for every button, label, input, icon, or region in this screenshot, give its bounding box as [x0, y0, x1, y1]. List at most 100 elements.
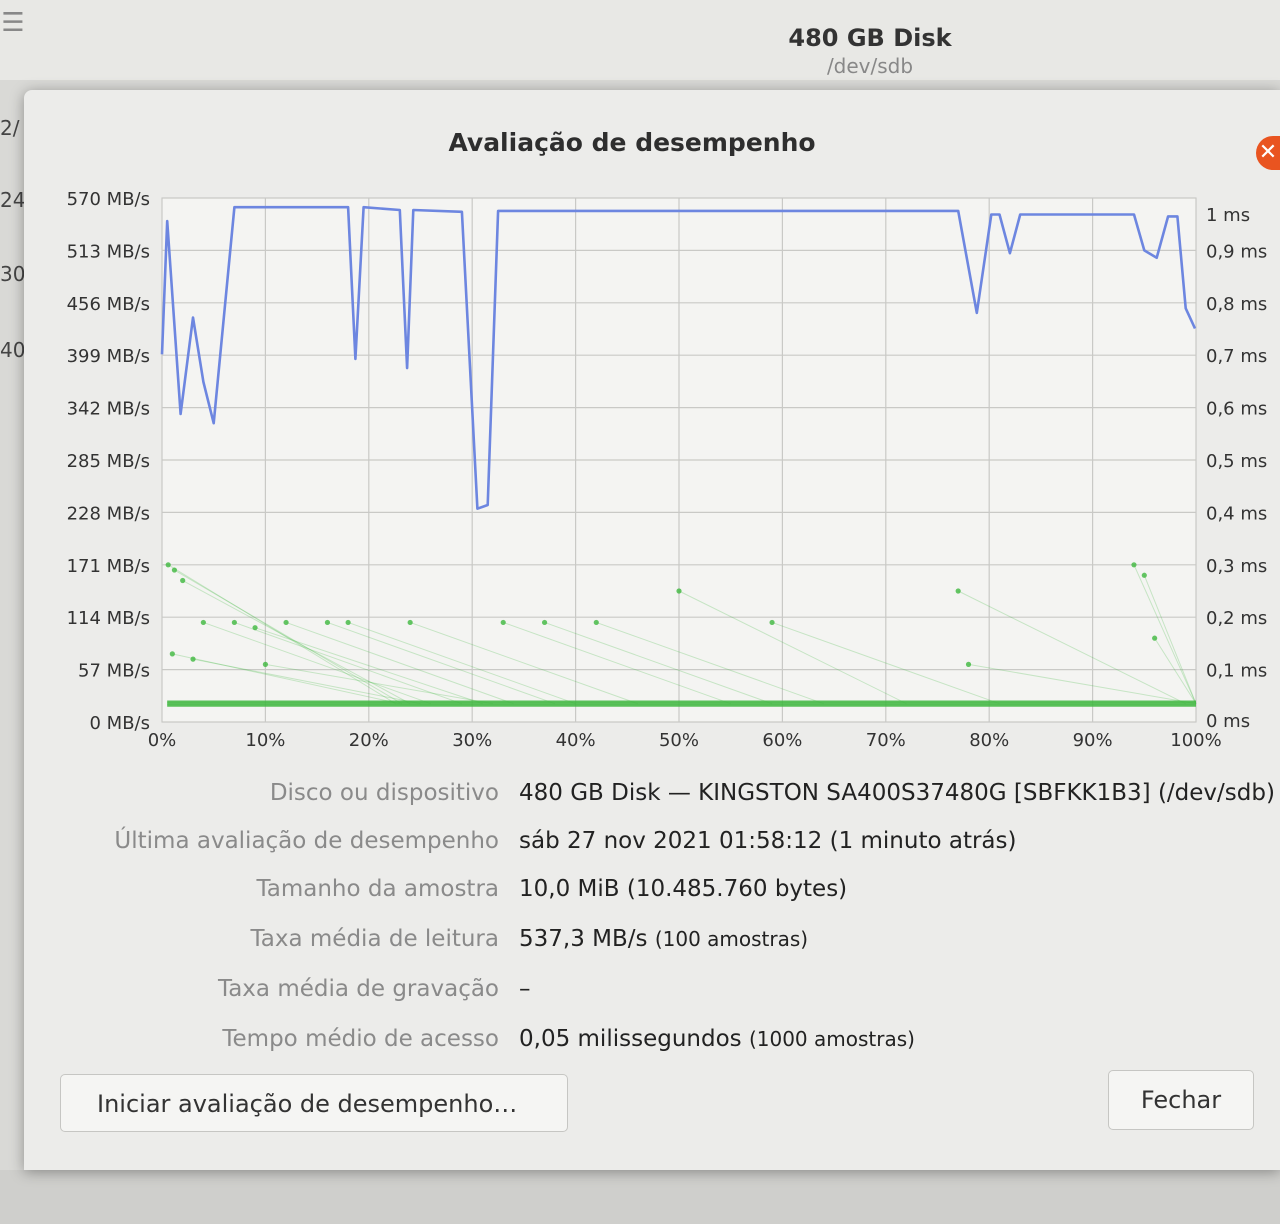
- y-left-tick-label: 456 MB/s: [67, 294, 150, 315]
- x-tick-label: 0%: [148, 730, 177, 750]
- x-tick-label: 50%: [659, 730, 699, 750]
- y-right-tick-label: 0,9 ms: [1206, 241, 1267, 262]
- access-point: [965, 661, 972, 667]
- access-point: [262, 661, 268, 667]
- access-trail: [409, 621, 638, 705]
- access-trail: [254, 627, 483, 705]
- y-left-tick-label: 570 MB/s: [67, 190, 150, 210]
- access-trail: [596, 621, 824, 705]
- read-rate-number: 537,3 MB/s: [519, 926, 655, 952]
- x-tick-label: 10%: [245, 730, 285, 750]
- access-trail: [771, 621, 1000, 705]
- y-right-tick-label: 0,5 ms: [1206, 451, 1267, 472]
- read-rate-series: [160, 205, 1197, 510]
- x-axis: 0% 10% 20% 30% 40% 50% 60% 70% 80% 90% 100%: [148, 730, 1222, 750]
- access-trail: [957, 590, 1186, 705]
- benchmark-chart: 0 MB/s 57 MB/s 114 MB/s 171 MB/s 228 MB/s 285…: [67, 190, 1268, 750]
- access-trail: [285, 621, 514, 705]
- access-point: [955, 588, 961, 594]
- x-tick-label: 70%: [866, 730, 906, 750]
- info-row-last-benchmark: Última avaliação de desempenho sáb 27 no…: [54, 828, 1274, 864]
- y-left-tick-label: 399 MB/s: [67, 346, 150, 367]
- access-time-samples: (1000 amostras): [748, 1027, 915, 1051]
- disk-title: 480 GB Disk: [788, 24, 952, 52]
- close-button[interactable]: Fechar: [1108, 1070, 1254, 1130]
- read-rate-samples: (100 amostras): [654, 927, 809, 951]
- y-left-tick-label: 228 MB/s: [67, 503, 150, 524]
- access-trail: [544, 621, 773, 705]
- access-point: [1141, 572, 1147, 578]
- access-point: [283, 619, 289, 626]
- device-value: 480 GB Disk — KINGSTON SA400S37480G [SBF…: [519, 780, 1275, 806]
- access-point: [345, 619, 351, 626]
- last-benchmark-label: Última avaliação de desempenho: [114, 828, 499, 854]
- access-trail: [1133, 564, 1197, 704]
- x-tick-label: 80%: [969, 730, 1009, 750]
- y-right-tick-label: 0,2 ms: [1206, 608, 1267, 629]
- access-trail: [234, 621, 463, 705]
- y-left-tick-label: 513 MB/s: [67, 241, 150, 262]
- access-point: [165, 562, 171, 568]
- access-time-number: 0,05 milissegundos: [519, 1026, 749, 1052]
- disk-path: /dev/sdb: [826, 54, 914, 78]
- y-left-axis: 0 MB/s 57 MB/s 114 MB/s 171 MB/s 228 MB/s 285…: [67, 190, 150, 734]
- access-point: [169, 651, 175, 657]
- y-right-axis: 0 ms 0,1 ms 0,2 ms 0,3 ms 0,4 ms 0,5 ms 0,6 ms…: [1206, 205, 1267, 732]
- access-trail: [1143, 575, 1197, 704]
- access-point: [769, 619, 775, 626]
- write-rate-label: Taxa média de gravação: [217, 976, 499, 1002]
- bg-fragment: 2/: [0, 116, 20, 140]
- access-point: [1131, 562, 1137, 568]
- close-icon[interactable]: ✕: [1256, 136, 1280, 170]
- x-tick-label: 30%: [452, 730, 492, 750]
- access-time-value: 0,05 milissegundos (1000 amostras): [519, 1026, 915, 1052]
- access-trail: [503, 621, 731, 705]
- read-rate-value: 537,3 MB/s (100 amostras): [519, 926, 808, 952]
- y-right-tick-label: 0,8 ms: [1206, 294, 1267, 315]
- access-trail: [327, 621, 556, 705]
- access-trail: [347, 621, 576, 705]
- chart-grid: [161, 197, 1197, 723]
- x-tick-label: 60%: [762, 730, 802, 750]
- access-point: [1152, 635, 1158, 641]
- access-point: [676, 588, 682, 594]
- access-point: [171, 567, 178, 573]
- access-point: [500, 619, 506, 626]
- access-point: [180, 577, 186, 584]
- read-rate-line: [160, 205, 1197, 510]
- access-point: [324, 619, 331, 626]
- access-trail: [174, 569, 403, 705]
- parent-window-header: [0, 0, 1280, 80]
- x-tick-label: 100%: [1170, 730, 1221, 750]
- y-left-tick-label: 171 MB/s: [67, 556, 150, 577]
- y-right-tick-label: 0 ms: [1206, 711, 1250, 732]
- access-time-label: Tempo médio de acesso: [222, 1026, 499, 1052]
- y-right-tick-label: 0,7 ms: [1206, 346, 1267, 367]
- dialog-title: Avaliação de desempenho: [448, 128, 816, 157]
- access-point: [541, 619, 548, 626]
- info-row-device: Disco ou dispositivo 480 GB Disk — KINGS…: [54, 780, 1275, 816]
- x-tick-label: 40%: [556, 730, 596, 750]
- last-benchmark-value: sáb 27 nov 2021 01:58:12 (1 minuto atrás…: [519, 828, 1017, 854]
- info-row-sample-size: Tamanho da amostra 10,0 MiB (10.485.760 …: [54, 876, 1274, 912]
- sample-size-label: Tamanho da amostra: [256, 876, 500, 902]
- info-row-read-rate: Taxa média de leitura 537,3 MB/s (100 am…: [54, 926, 1274, 962]
- y-right-tick-label: 0,3 ms: [1206, 556, 1267, 577]
- write-rate-value: –: [519, 976, 531, 1002]
- access-point: [200, 619, 206, 626]
- parent-window-title: 480 GB Disk /dev/sdb: [0, 24, 1280, 78]
- x-tick-label: 20%: [349, 730, 389, 750]
- access-point: [231, 619, 237, 626]
- access-trail: [182, 580, 411, 705]
- y-right-tick-label: 0,6 ms: [1206, 399, 1267, 420]
- info-row-access-time: Tempo médio de acesso 0,05 milissegundos…: [54, 1026, 1274, 1062]
- sample-size-value: 10,0 MiB (10.485.760 bytes): [519, 876, 848, 902]
- access-trail: [172, 653, 400, 705]
- y-right-tick-label: 0,1 ms: [1206, 661, 1267, 682]
- y-left-tick-label: 285 MB/s: [67, 451, 150, 472]
- start-benchmark-button[interactable]: Iniciar avaliação de desempenho…: [60, 1074, 568, 1132]
- menu-icon[interactable]: ☰: [1, 8, 25, 38]
- read-rate-label: Taxa média de leitura: [250, 926, 499, 952]
- access-trail: [203, 621, 432, 705]
- access-point: [190, 656, 196, 662]
